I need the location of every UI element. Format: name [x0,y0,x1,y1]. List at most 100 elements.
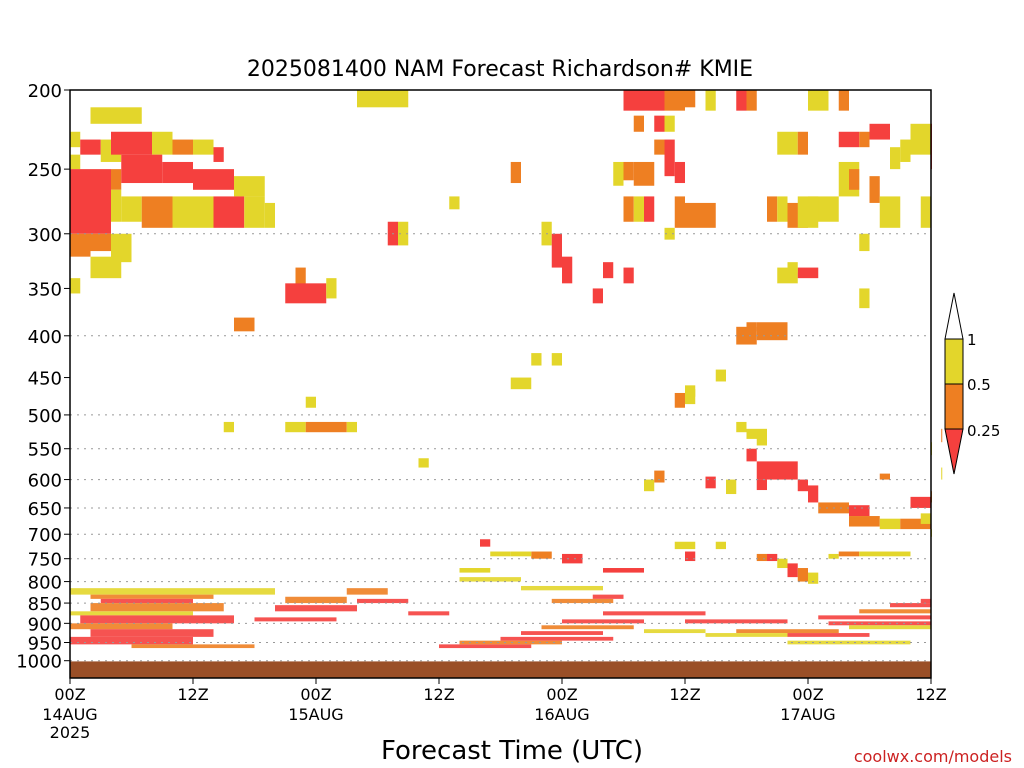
ri-cell [285,421,306,433]
ri-cell [644,196,655,222]
y-tick-label: 400 [28,327,62,348]
ri-cell [562,256,573,284]
ri-band [541,625,634,630]
ri-cell [685,90,696,108]
ri-cell [756,435,767,446]
y-tick-label: 650 [28,499,62,520]
legend-level-label: 0.25 [967,422,1000,440]
ri-cell [797,131,808,155]
plot-frame [69,89,932,679]
ri-cell [787,262,798,273]
ri-band [818,615,931,620]
x-tick-label: 12Z [669,685,700,704]
ri-cell [859,233,870,252]
ri-cell [223,421,234,433]
ri-cell [592,288,603,304]
ri-cell [674,392,685,408]
ri-cell [685,389,696,405]
ri-band [459,577,521,582]
ri-cell [346,421,357,433]
ri-cell [398,221,409,246]
ri-cell [121,196,142,222]
ri-cell [644,479,655,492]
ri-band [551,598,614,604]
ri-band [408,611,450,616]
x-tick-label: 12Z [915,685,946,704]
ri-band [254,617,337,622]
ri-cell [767,196,778,222]
ri-cell [900,518,931,530]
ri-cell [551,233,562,268]
y-tick-label: 950 [28,634,62,655]
y-tick-label: 800 [28,573,62,594]
ri-cell [715,541,726,550]
y-tick-label: 750 [28,550,62,571]
ri-cell [705,476,716,489]
ri-band [890,603,931,608]
ri-cell [510,377,532,390]
ri-cell [746,448,757,462]
ri-cell [715,369,726,382]
ri-cell [633,115,644,132]
y-tick-label: 700 [28,525,62,546]
ri-band [285,596,347,604]
ri-band [80,615,234,624]
ri-cell [746,428,767,439]
ri-cell [531,551,552,559]
ri-band [859,609,931,614]
ri-cell [664,115,675,132]
ri-band [100,598,193,604]
ri-cell [305,421,347,433]
ri-cell [244,196,265,228]
ri-cell [326,278,337,299]
ri-band [70,636,193,645]
legend-level-label: 1 [967,331,977,349]
ri-cell [777,131,798,155]
ri-cell [838,90,849,111]
ri-cell [879,518,901,530]
ri-band [131,644,255,649]
legend-swatch-orange [944,383,964,430]
ri-cell [357,90,409,108]
ri-cell [193,139,214,155]
ri-cell [633,196,644,222]
ri-cell [808,485,819,503]
ri-cell [623,90,665,111]
ri-band [828,621,931,626]
ri-cell [746,90,757,111]
ri-band [70,611,193,616]
ri-cell [418,458,429,468]
ri-cell [808,572,819,584]
ri-band [736,629,839,634]
ri-band [70,623,173,630]
ri-cell [879,473,890,480]
ri-cell [900,139,911,162]
ri-band [459,640,562,645]
ri-band [70,588,275,595]
ri-cell [623,196,634,222]
legend-arrow-bottom [944,428,964,475]
y-tick-label: 900 [28,614,62,635]
ri-cell [70,278,81,294]
ri-cell [562,553,583,564]
ri-cell [890,147,901,170]
ri-cell [941,467,943,480]
ri-cell [70,233,91,257]
ri-cell [490,551,511,557]
ri-cell [797,568,808,582]
ri-cell [633,161,655,186]
ri-cell [849,505,870,517]
x-tick-date: 16AUG [534,705,589,724]
ri-cell [664,139,675,177]
ri-cell [797,267,819,279]
ri-cell [859,288,870,309]
ri-band [500,636,614,641]
ri-cell [90,107,132,124]
ri-cell [90,233,111,252]
ri-cell [603,262,614,279]
y-tick-label: 250 [28,160,62,181]
y-tick-label: 850 [28,594,62,615]
chart-title: 2025081400 NAM Forecast Richardson# KMIE [247,57,753,82]
ri-cell [480,539,491,547]
ri-cell [849,169,860,190]
